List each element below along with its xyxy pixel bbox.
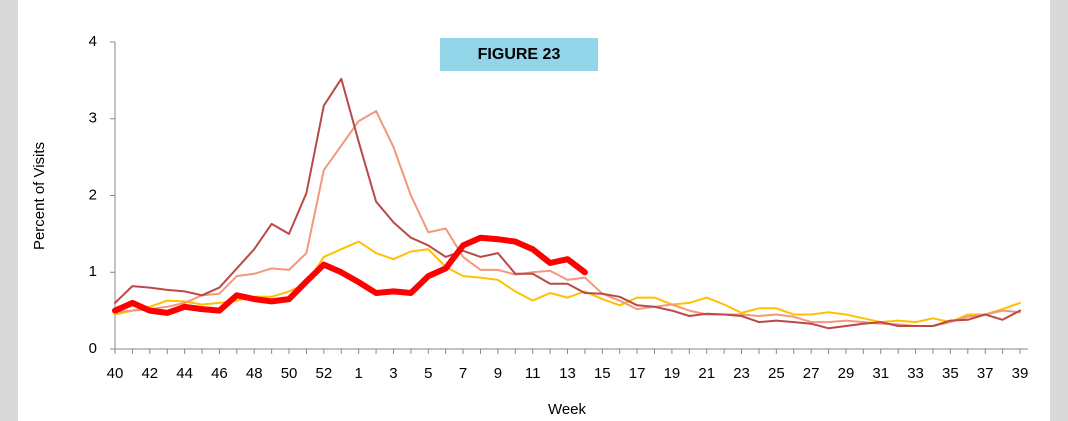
x-tick-label: 3 (389, 365, 397, 382)
y-tick-label: 1 (89, 263, 97, 280)
series-line (114, 240, 1021, 324)
x-tick-label: 13 (559, 365, 576, 382)
x-tick-label: 27 (803, 365, 820, 382)
x-tick-label: 44 (176, 365, 193, 382)
x-tick-label: 50 (281, 365, 298, 382)
x-tick-label: 15 (594, 365, 611, 382)
x-tick-label: 33 (907, 365, 924, 382)
x-tick-label: 21 (698, 365, 715, 382)
y-tick-label: 2 (89, 186, 97, 203)
x-tick-label: 35 (942, 365, 959, 382)
x-tick-label: 5 (424, 365, 432, 382)
x-tick-label: 9 (494, 365, 502, 382)
x-tick-label: 31 (872, 365, 889, 382)
title-box (440, 38, 598, 71)
y-tick-label: 4 (89, 33, 97, 50)
x-tick-label: 7 (459, 365, 467, 382)
x-tick-label: 48 (246, 365, 263, 382)
x-tick-label: 42 (141, 365, 158, 382)
y-axis-title: Percent of Visits (31, 142, 48, 250)
chart-title: FIGURE 23 (478, 46, 561, 63)
x-axis-title: Week (548, 401, 587, 418)
y-tick-label: 3 (89, 110, 97, 127)
series-line (114, 77, 1021, 330)
y-tick-label: 0 (89, 340, 97, 357)
x-tick-label: 29 (838, 365, 855, 382)
x-tick-label: 39 (1012, 365, 1029, 382)
x-tick-label: 46 (211, 365, 228, 382)
x-tick-label: 37 (977, 365, 994, 382)
x-tick-label: 40 (107, 365, 124, 382)
x-tick-label: 11 (525, 365, 541, 382)
x-tick-label: 1 (354, 365, 362, 382)
series-line (112, 234, 588, 316)
x-tick-label: 52 (316, 365, 333, 382)
x-tick-label: 25 (768, 365, 785, 382)
x-tick-label: 17 (629, 365, 646, 382)
x-tick-label: 19 (664, 365, 681, 382)
x-tick-label: 23 (733, 365, 750, 382)
